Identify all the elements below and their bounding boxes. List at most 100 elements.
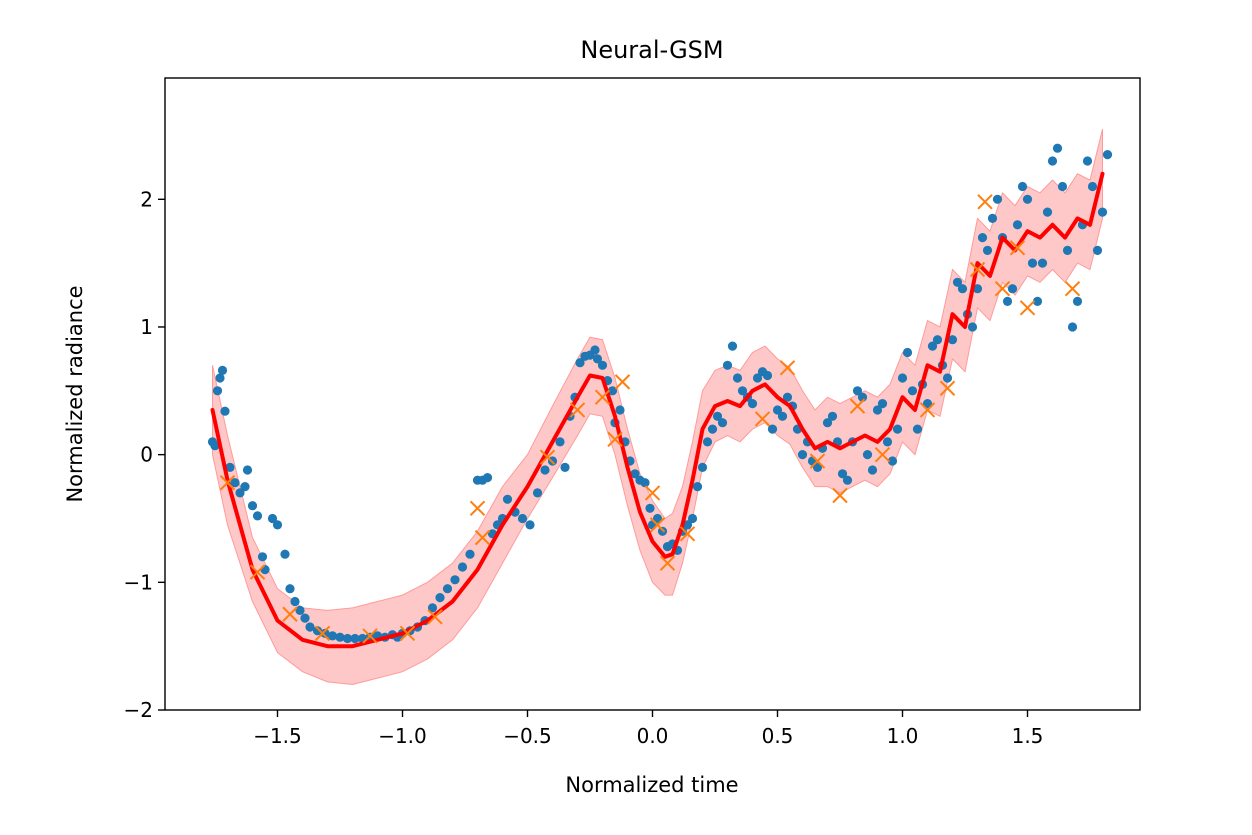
- training-point: [482, 473, 493, 483]
- training-point: [532, 488, 543, 498]
- training-point: [640, 478, 650, 488]
- training-point: [280, 549, 290, 559]
- training-point: [220, 406, 230, 416]
- training-point: [260, 565, 270, 575]
- x-tick-label: −0.5: [503, 724, 552, 748]
- y-axis: −2 −1 0 1 2: [124, 187, 165, 722]
- training-point: [327, 631, 338, 641]
- training-point: [987, 213, 998, 223]
- training-point: [682, 520, 693, 530]
- training-point: [912, 424, 923, 434]
- training-point: [782, 392, 793, 402]
- training-point: [1097, 207, 1108, 217]
- x-tick-label: 0.5: [762, 724, 794, 748]
- training-point: [1092, 245, 1103, 255]
- training-point: [887, 456, 898, 466]
- training-point: [967, 322, 978, 332]
- training-point: [502, 494, 513, 504]
- training-point: [427, 603, 438, 613]
- training-point: [240, 482, 250, 492]
- test-point: [679, 526, 696, 542]
- training-point: [592, 354, 603, 364]
- training-point: [1052, 143, 1063, 153]
- test-point: [644, 485, 661, 501]
- training-point: [290, 596, 300, 607]
- training-point: [465, 549, 475, 559]
- x-tick-label: −1.5: [253, 724, 302, 748]
- confidence-band: [212, 128, 1103, 686]
- training-point: [285, 584, 295, 594]
- training-point: [295, 605, 305, 616]
- training-point: [242, 465, 253, 475]
- training-point: [722, 360, 733, 370]
- test-point: [977, 194, 993, 210]
- training-point: [442, 584, 453, 594]
- test-point: [849, 398, 866, 414]
- training-point: [732, 373, 743, 383]
- x-tick-label: 0.0: [637, 724, 669, 748]
- training-point: [697, 462, 708, 472]
- test-point: [607, 431, 623, 448]
- test-point: [649, 517, 666, 533]
- training-point: [335, 632, 345, 642]
- training-point: [215, 373, 225, 383]
- training-point: [217, 365, 228, 375]
- training-point: [957, 284, 968, 294]
- training-point: [797, 450, 808, 460]
- training-point: [1082, 156, 1093, 166]
- training-point: [1007, 284, 1018, 294]
- training-point: [230, 478, 240, 488]
- training-point: [762, 370, 773, 381]
- training-point: [867, 465, 878, 475]
- training-point: [272, 520, 283, 530]
- training-point: [597, 360, 608, 370]
- y-axis-label: Normalized radiance: [63, 285, 87, 502]
- training-point: [210, 441, 220, 451]
- training-point: [1047, 156, 1058, 166]
- training-point: [1062, 245, 1073, 255]
- test-point: [779, 360, 796, 376]
- test-point: [874, 446, 891, 463]
- test-point: [539, 449, 556, 465]
- training-point: [1032, 296, 1043, 306]
- test-point: [219, 475, 236, 491]
- training-point: [457, 562, 468, 572]
- training-point: [767, 424, 778, 434]
- training-point: [1037, 258, 1048, 268]
- training-point: [540, 465, 550, 475]
- test-point: [1064, 280, 1081, 297]
- training-point: [1057, 181, 1068, 192]
- training-point: [992, 194, 1003, 204]
- training-point: [1042, 207, 1053, 217]
- training-point: [922, 399, 933, 409]
- y-tick-label: −2: [124, 698, 153, 722]
- y-tick-label: 0: [140, 443, 153, 467]
- training-point: [812, 462, 823, 472]
- test-point: [939, 380, 956, 396]
- training-point: [952, 277, 963, 287]
- test-point: [427, 609, 443, 625]
- training-point: [872, 405, 883, 415]
- y-tick-label: 2: [140, 187, 153, 211]
- training-point: [737, 386, 748, 396]
- training-point: [450, 575, 460, 585]
- test-point: [754, 411, 771, 427]
- training-point: [525, 520, 535, 530]
- training-point: [1022, 194, 1033, 204]
- training-point: [312, 626, 323, 636]
- test-points: [219, 194, 1081, 644]
- training-point: [927, 341, 938, 351]
- test-point: [994, 280, 1011, 297]
- training-point: [1017, 181, 1028, 192]
- test-point: [314, 625, 331, 642]
- x-tick-label: −1.0: [378, 724, 427, 748]
- y-tick-label: 1: [140, 315, 153, 339]
- training-point: [1072, 296, 1083, 306]
- training-point: [687, 513, 698, 524]
- training-point: [615, 405, 625, 415]
- training-point: [702, 437, 713, 447]
- training-point: [305, 622, 315, 632]
- test-point: [614, 374, 631, 390]
- training-point: [862, 450, 873, 460]
